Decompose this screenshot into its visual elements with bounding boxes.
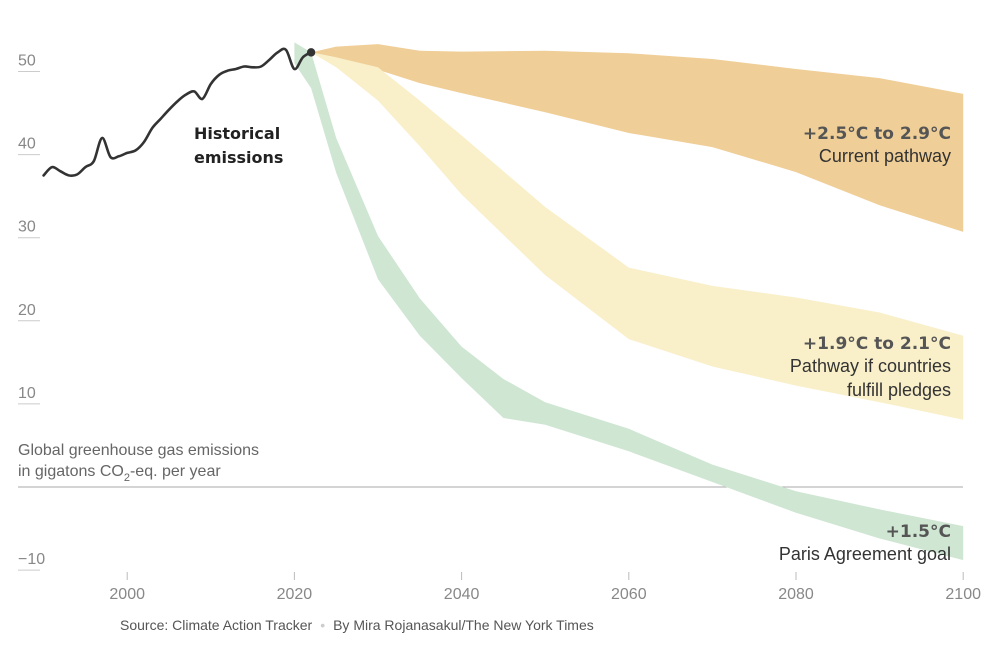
byline: By Mira Rojanasakul/The New York Times xyxy=(333,617,594,633)
historical-label: emissions xyxy=(194,148,283,167)
footer: Source: Climate Action Tracker • By Mira R… xyxy=(120,617,594,633)
band-title: +1.9°C to 2.1°C xyxy=(803,334,951,354)
y-axis-label-line-1: Global greenhouse gas emissions xyxy=(18,442,259,459)
band-subtitle: Current pathway xyxy=(819,146,951,166)
y-axis-label-line-2-end: -eq. per year xyxy=(130,463,221,480)
x-tick-label: 2040 xyxy=(444,586,480,603)
bands-layer xyxy=(294,42,964,561)
band-title: +1.5°C xyxy=(886,522,951,542)
band-current-pathway xyxy=(311,44,964,232)
historical-layer xyxy=(42,47,316,178)
labels-layer: Global greenhouse gas emissions in gigat… xyxy=(18,124,951,564)
y-tick-label: 30 xyxy=(18,219,36,236)
latest-point xyxy=(306,48,316,57)
source-credit: Source: Climate Action Tracker xyxy=(120,617,313,633)
y-tick-label: −10 xyxy=(18,551,45,568)
band-subtitle: Paris Agreement goal xyxy=(779,544,951,564)
x-tick-label: 2000 xyxy=(109,586,145,603)
x-tick-label: 2080 xyxy=(778,586,814,603)
x-tick-label: 2100 xyxy=(945,586,981,603)
band-subtitle: Pathway if countries xyxy=(790,356,951,376)
y-tick-label: 50 xyxy=(18,53,36,70)
band-title: +2.5°C to 2.9°C xyxy=(803,124,951,144)
y-axis-label-subscript: 2 xyxy=(124,472,130,484)
band-subtitle: fulfill pledges xyxy=(847,380,951,400)
x-tick-label: 2060 xyxy=(611,586,647,603)
y-tick-label: 40 xyxy=(18,136,36,153)
historical-label: Historical xyxy=(194,124,280,143)
x-tick-label: 2020 xyxy=(277,586,313,603)
y-axis-label-line-2: in gigatons CO xyxy=(18,463,124,480)
grid-layer: 50 40 30 20 10 −10 2000 2020 2040 2060 2080 2100 xyxy=(18,53,981,603)
y-tick-label: 10 xyxy=(18,385,36,402)
historical-line xyxy=(42,47,313,178)
y-tick-label: 20 xyxy=(18,302,36,319)
y-axis-label: Global greenhouse gas emissions in gigat… xyxy=(18,442,263,484)
band-pathway-if-countries-fulfill-pledges xyxy=(311,52,964,420)
separator-dot: • xyxy=(320,617,326,633)
